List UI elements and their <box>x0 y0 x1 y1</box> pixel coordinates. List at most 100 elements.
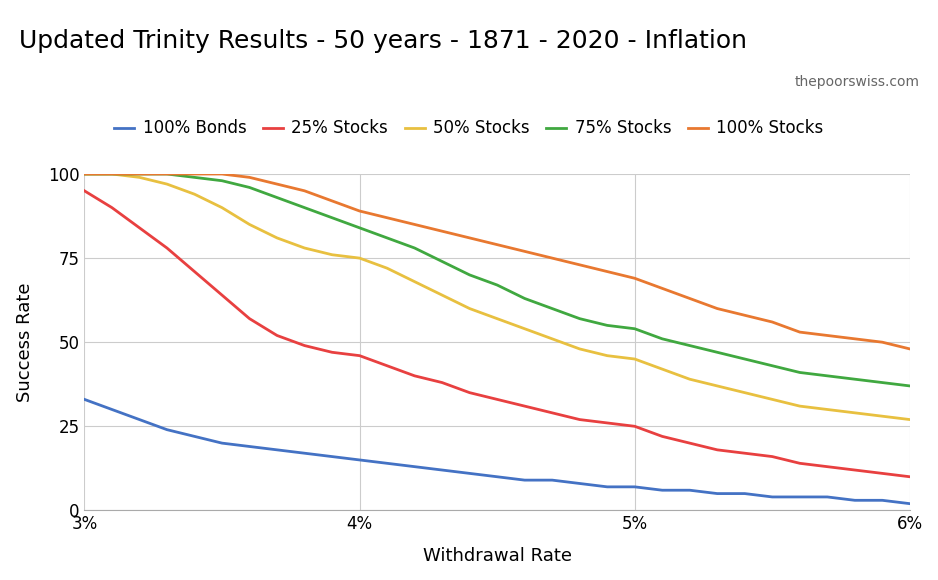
50% Stocks <box>574 346 585 353</box>
25% Stocks <box>326 349 338 356</box>
100% Stocks <box>299 187 310 194</box>
25% Stocks <box>574 416 585 423</box>
100% Bonds <box>106 406 117 413</box>
100% Stocks <box>271 180 282 187</box>
50% Stocks <box>657 365 668 372</box>
100% Bonds <box>766 494 778 501</box>
100% Stocks <box>244 174 255 181</box>
100% Bonds <box>134 416 145 423</box>
100% Bonds <box>299 450 310 456</box>
75% Stocks <box>354 224 365 231</box>
Line: 100% Bonds: 100% Bonds <box>84 400 910 503</box>
100% Bonds <box>739 490 750 497</box>
100% Stocks <box>189 171 200 177</box>
75% Stocks <box>877 379 888 386</box>
50% Stocks <box>849 409 860 416</box>
100% Bonds <box>326 453 338 460</box>
75% Stocks <box>657 335 668 342</box>
75% Stocks <box>79 171 90 177</box>
75% Stocks <box>574 315 585 322</box>
100% Stocks <box>492 241 503 248</box>
75% Stocks <box>161 171 173 177</box>
50% Stocks <box>601 352 613 359</box>
50% Stocks <box>629 356 641 362</box>
25% Stocks <box>739 450 750 456</box>
100% Bonds <box>712 490 723 497</box>
25% Stocks <box>134 224 145 231</box>
50% Stocks <box>547 335 558 342</box>
50% Stocks <box>271 234 282 241</box>
100% Stocks <box>822 332 833 339</box>
100% Stocks <box>794 329 806 336</box>
50% Stocks <box>217 204 228 211</box>
100% Stocks <box>712 305 723 312</box>
100% Stocks <box>877 339 888 346</box>
100% Stocks <box>382 214 393 221</box>
100% Stocks <box>904 346 915 353</box>
100% Bonds <box>849 497 860 504</box>
50% Stocks <box>326 251 338 258</box>
25% Stocks <box>161 245 173 252</box>
100% Bonds <box>354 456 365 463</box>
100% Stocks <box>629 275 641 282</box>
100% Bonds <box>382 460 393 467</box>
75% Stocks <box>382 234 393 241</box>
100% Bonds <box>244 443 255 450</box>
50% Stocks <box>161 180 173 187</box>
25% Stocks <box>244 315 255 322</box>
25% Stocks <box>189 268 200 275</box>
25% Stocks <box>409 372 420 379</box>
75% Stocks <box>217 177 228 184</box>
100% Bonds <box>519 477 530 484</box>
100% Stocks <box>547 255 558 262</box>
25% Stocks <box>382 362 393 369</box>
100% Stocks <box>574 262 585 269</box>
100% Bonds <box>217 440 228 447</box>
50% Stocks <box>106 171 117 177</box>
25% Stocks <box>354 352 365 359</box>
50% Stocks <box>766 396 778 403</box>
75% Stocks <box>766 362 778 369</box>
Line: 25% Stocks: 25% Stocks <box>84 191 910 477</box>
100% Stocks <box>326 197 338 204</box>
100% Bonds <box>629 483 641 490</box>
25% Stocks <box>492 396 503 403</box>
75% Stocks <box>712 349 723 356</box>
25% Stocks <box>464 389 476 396</box>
50% Stocks <box>134 174 145 181</box>
100% Stocks <box>657 285 668 292</box>
75% Stocks <box>739 356 750 362</box>
100% Stocks <box>464 234 476 241</box>
75% Stocks <box>436 258 447 265</box>
75% Stocks <box>684 342 695 349</box>
75% Stocks <box>106 171 117 177</box>
50% Stocks <box>739 389 750 396</box>
25% Stocks <box>822 463 833 470</box>
75% Stocks <box>794 369 806 376</box>
75% Stocks <box>849 376 860 383</box>
50% Stocks <box>822 406 833 413</box>
Y-axis label: Success Rate: Success Rate <box>16 282 34 402</box>
100% Stocks <box>849 335 860 342</box>
Line: 100% Stocks: 100% Stocks <box>84 174 910 349</box>
100% Bonds <box>271 447 282 454</box>
100% Stocks <box>134 171 145 177</box>
50% Stocks <box>794 403 806 409</box>
50% Stocks <box>382 264 393 271</box>
75% Stocks <box>134 171 145 177</box>
100% Stocks <box>354 208 365 215</box>
75% Stocks <box>464 271 476 278</box>
Line: 75% Stocks: 75% Stocks <box>84 174 910 386</box>
25% Stocks <box>904 473 915 480</box>
100% Bonds <box>161 426 173 433</box>
25% Stocks <box>217 292 228 299</box>
Text: thepoorswiss.com: thepoorswiss.com <box>794 75 919 89</box>
75% Stocks <box>409 245 420 252</box>
Text: Updated Trinity Results - 50 years - 1871 - 2020 - Inflation: Updated Trinity Results - 50 years - 187… <box>19 29 747 53</box>
25% Stocks <box>299 342 310 349</box>
75% Stocks <box>822 372 833 379</box>
50% Stocks <box>189 191 200 198</box>
25% Stocks <box>519 403 530 409</box>
Legend: 100% Bonds, 25% Stocks, 50% Stocks, 75% Stocks, 100% Stocks: 100% Bonds, 25% Stocks, 50% Stocks, 75% … <box>108 113 830 144</box>
25% Stocks <box>794 460 806 467</box>
